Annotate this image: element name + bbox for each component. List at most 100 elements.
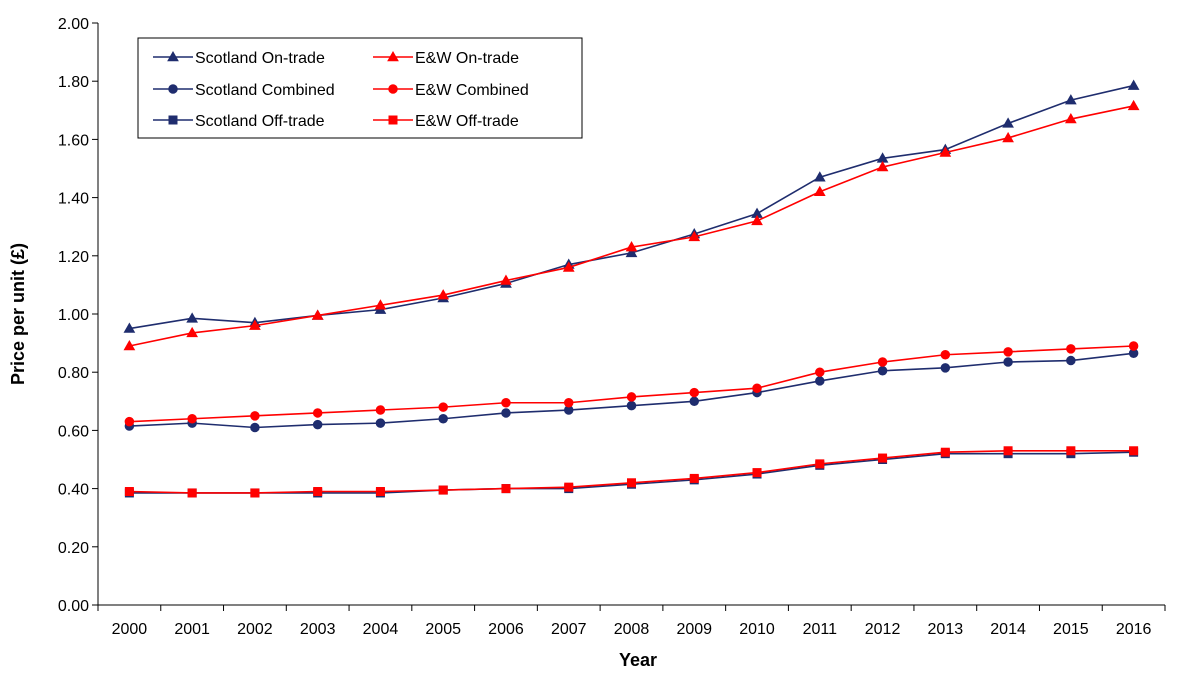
legend-item: Scotland Off-trade	[153, 113, 325, 130]
y-tick-label: 1.20	[58, 249, 89, 266]
data-point	[940, 363, 951, 373]
x-tick-label: 2009	[676, 621, 712, 638]
data-point	[249, 319, 261, 330]
legend-label: Scotland On-trade	[195, 50, 325, 67]
data-point	[311, 309, 324, 320]
data-point	[124, 487, 134, 497]
data-point	[123, 340, 136, 351]
data-point	[500, 274, 512, 285]
x-tick-label: 2003	[300, 621, 336, 638]
x-tick-label: 2007	[551, 621, 587, 638]
data-point	[1127, 79, 1140, 90]
data-point	[312, 408, 323, 418]
data-point	[124, 416, 135, 427]
data-point	[562, 261, 575, 272]
legend-swatch-marker	[388, 84, 398, 94]
data-point	[438, 485, 448, 495]
data-point	[564, 482, 574, 492]
x-tick-label: 2013	[928, 621, 964, 638]
data-point	[501, 398, 511, 408]
legend-box	[137, 37, 583, 139]
x-tick-label: 2016	[1116, 621, 1152, 638]
data-point	[1066, 355, 1076, 366]
series-layer	[123, 79, 1140, 498]
legend: Scotland On-trade E&W On-trade Scotland Co…	[137, 37, 583, 139]
data-point	[313, 487, 323, 497]
legend-label: E&W Off-trade	[415, 113, 519, 130]
data-point	[1003, 357, 1013, 367]
legend-swatch-marker	[168, 115, 178, 125]
x-tick-label: 2015	[1053, 621, 1089, 638]
data-point	[374, 299, 387, 310]
data-point	[751, 214, 763, 226]
legend-label: E&W Combined	[415, 82, 529, 99]
series-scotland-off-trade	[124, 447, 1139, 498]
data-point	[940, 447, 950, 457]
series-scotland-combined	[124, 348, 1139, 433]
data-point	[187, 414, 197, 424]
data-point	[1128, 341, 1139, 351]
data-point	[375, 487, 385, 497]
data-point	[501, 408, 511, 418]
legend-item: E&W Combined	[373, 82, 529, 99]
data-point	[689, 396, 700, 407]
axes: 0.00 0.20 0.40 0.60 0.80 1.00 1.20 1.40 1.60 1.80…	[58, 16, 1166, 638]
data-point	[1129, 446, 1139, 456]
y-tick-label: 0.20	[58, 540, 89, 557]
data-point	[1002, 117, 1014, 128]
y-tick-label: 0.60	[58, 423, 89, 440]
x-tick-label: 2011	[803, 621, 838, 638]
x-tick-label: 2001	[174, 621, 210, 638]
data-point	[186, 312, 199, 323]
data-point	[375, 418, 386, 428]
series-eandw-on-trade	[123, 99, 1140, 351]
data-point	[627, 478, 636, 488]
data-point	[878, 453, 888, 463]
data-point	[375, 405, 386, 415]
y-axis-title: Price per unit (£)	[8, 243, 28, 385]
data-point	[940, 349, 951, 360]
legend-item: Scotland On-trade	[153, 50, 325, 67]
data-point	[815, 367, 825, 377]
x-tick-label: 2004	[363, 621, 399, 638]
data-point	[438, 402, 448, 412]
data-point	[1064, 113, 1077, 124]
data-point	[1066, 344, 1076, 354]
data-point	[438, 414, 448, 424]
series-line	[129, 105, 1134, 347]
legend-item: Scotland Combined	[153, 82, 335, 99]
data-point	[625, 246, 638, 258]
x-tick-label: 2005	[425, 621, 461, 638]
data-point	[187, 488, 197, 498]
data-point	[501, 484, 511, 494]
y-tick-label: 1.40	[58, 191, 89, 208]
data-point	[815, 459, 825, 469]
y-tick-label: 0.00	[58, 598, 89, 615]
x-axis-title: Year	[619, 650, 657, 670]
data-point	[1066, 446, 1076, 456]
data-point	[815, 376, 825, 386]
data-point	[1127, 99, 1140, 111]
data-point	[626, 392, 637, 402]
x-tick-label: 2012	[865, 621, 901, 638]
legend-swatch-marker	[168, 84, 178, 94]
y-tick-label: 1.00	[58, 307, 89, 324]
data-point	[123, 322, 136, 333]
data-point	[1003, 446, 1013, 456]
data-point	[876, 161, 889, 172]
x-tick-label: 2006	[488, 621, 524, 638]
y-tick-label: 0.80	[58, 365, 89, 382]
data-point	[250, 422, 260, 433]
data-point	[1064, 94, 1077, 105]
data-point	[250, 488, 260, 498]
y-tick-label: 0.40	[58, 482, 89, 499]
data-point	[813, 171, 826, 182]
data-point	[437, 289, 450, 300]
data-point	[625, 241, 638, 252]
data-point	[752, 468, 762, 478]
y-tick-label: 2.00	[58, 16, 89, 33]
legend-swatch-marker	[387, 50, 399, 62]
legend-swatch-marker	[388, 115, 398, 125]
